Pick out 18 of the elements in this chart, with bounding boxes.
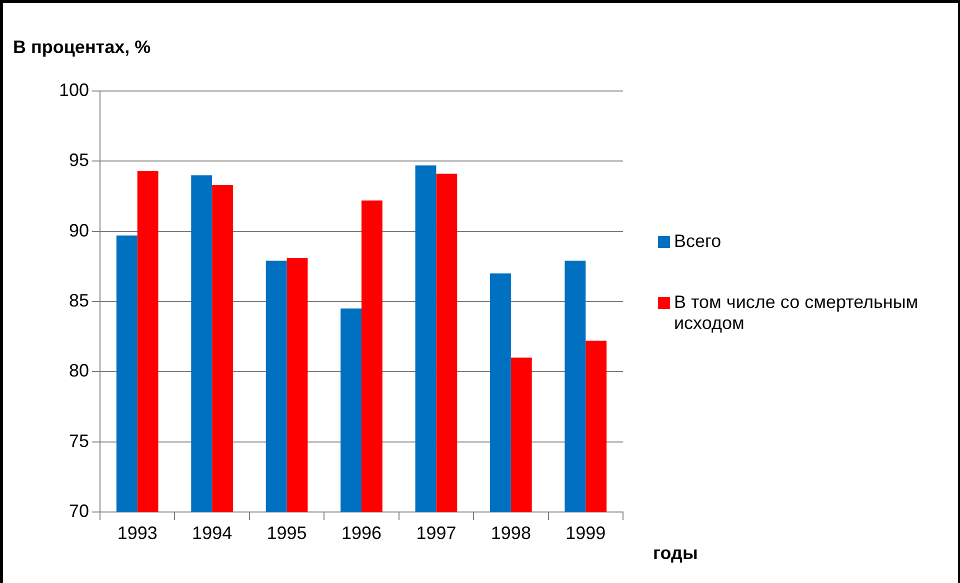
- x-tick-label: 1994: [192, 522, 232, 543]
- x-tick-label: 1999: [566, 522, 606, 543]
- legend-label: В том числе со смертельным исходом: [674, 292, 920, 334]
- x-tick-label: 1998: [490, 522, 531, 543]
- y-tick-label: 95: [68, 150, 89, 170]
- y-tick-label: 80: [68, 360, 89, 381]
- x-tick-label: 1993: [117, 522, 158, 543]
- legend-label: Всего: [674, 231, 722, 252]
- x-axis-title: годы: [653, 543, 698, 564]
- y-tick-label: 90: [68, 220, 89, 240]
- y-tick-label: 100: [58, 80, 89, 100]
- y-tick-label: 75: [68, 430, 89, 451]
- x-tick-label: 1996: [341, 522, 382, 543]
- y-tick-label: 70: [68, 500, 89, 521]
- x-tick-label: 1997: [416, 522, 456, 543]
- y-axis-title: В процентах, %: [13, 37, 151, 58]
- x-tick-label: 1995: [266, 522, 307, 543]
- y-tick-label: 85: [68, 290, 89, 310]
